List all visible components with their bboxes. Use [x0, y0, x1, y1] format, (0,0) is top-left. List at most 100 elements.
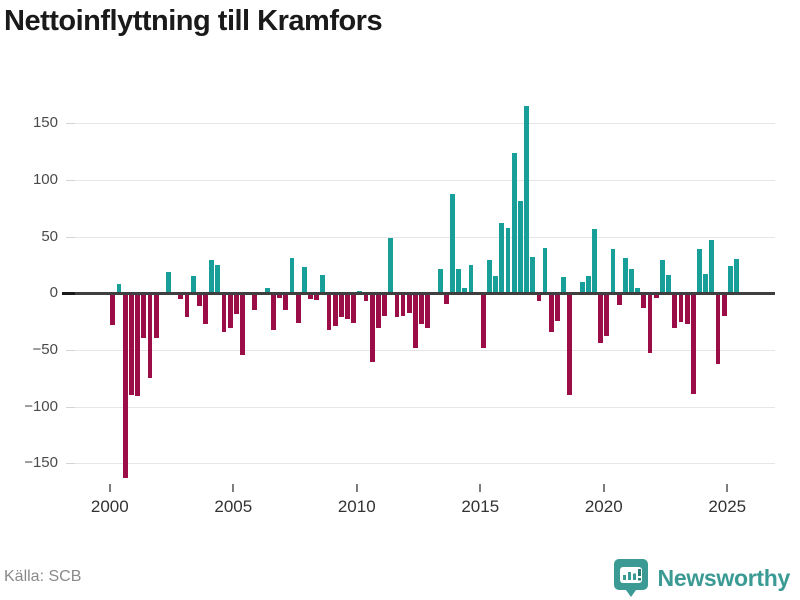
y-axis-label: 50 [41, 227, 58, 245]
bar-2000-q62 [493, 276, 499, 294]
x-axis-tick [108, 484, 111, 492]
bar-2000-q54 [443, 293, 449, 304]
gridline [75, 349, 775, 351]
bar-2000-q28 [283, 293, 289, 311]
bar-2000-q25 [264, 287, 270, 294]
bar-2000-q38 [345, 293, 350, 320]
newsworthy-logo[interactable]: Newsworthy [613, 558, 790, 598]
bar-2000-q81 [610, 249, 616, 294]
bar-2000-q20 [233, 293, 239, 314]
bar-2000-q43 [375, 293, 381, 329]
bar-2000-q17 [215, 264, 221, 294]
bar-2000-q90 [666, 275, 671, 294]
bar-2000-q95 [697, 249, 702, 294]
bar-2000-q96 [703, 274, 709, 294]
bar-2000-q60 [480, 293, 486, 348]
bar-2000-q80 [604, 293, 610, 337]
bar-2000-q7 [153, 293, 159, 338]
bar-2000-q13 [190, 276, 196, 294]
bar-2000-q33 [314, 293, 320, 301]
bar-2000-q47 [400, 293, 406, 316]
y-axis-tick [66, 179, 75, 181]
bar-2000-q71 [548, 293, 554, 332]
bar-2000-q0 [110, 293, 116, 326]
bar-2000-q23 [252, 293, 258, 311]
x-axis-label: 2010 [337, 497, 376, 516]
bar-2000-q42 [369, 293, 375, 363]
bar-2000-q55 [450, 193, 455, 294]
y-axis-tick [66, 406, 75, 408]
bar-2000-q5 [141, 293, 147, 338]
bar-2000-q56 [456, 269, 462, 294]
x-axis-tick [602, 484, 605, 492]
bar-2000-q37 [338, 293, 344, 318]
bar-2000-q61 [487, 260, 492, 294]
bar-2000-q83 [622, 258, 628, 294]
y-axis-tick [66, 123, 75, 125]
y-axis-label: −150 [24, 454, 58, 472]
bar-2000-q21 [240, 293, 245, 355]
bar-2000-q99 [721, 293, 727, 316]
bar-2000-q45 [388, 237, 394, 294]
y-axis-label: −50 [32, 340, 58, 358]
bar-2000-q36 [332, 293, 338, 327]
bar-2000-q44 [382, 293, 387, 316]
bar-2000-q34 [320, 275, 326, 294]
gridline [75, 463, 775, 465]
bar-2000-q48 [406, 293, 412, 313]
bar-2000-q84 [629, 269, 634, 294]
newsworthy-pin-icon [613, 558, 649, 598]
gridline [75, 179, 775, 181]
bar-2000-q88 [653, 293, 659, 298]
chart-title: Nettoinflyttning till Kramfors [4, 5, 383, 37]
bar-2000-q51 [425, 293, 431, 329]
bar-2000-q29 [289, 258, 295, 294]
y-axis-label: 100 [32, 170, 58, 188]
y-axis-tick [66, 463, 75, 465]
x-axis-label: 2005 [214, 497, 253, 516]
bar-2000-q72 [555, 293, 560, 321]
bar-2000-q14 [196, 293, 202, 306]
bar-2000-q26 [271, 293, 276, 330]
bar-2000-q65 [511, 152, 517, 294]
x-axis-tick [355, 484, 358, 492]
bar-2000-q97 [709, 240, 715, 294]
bar-2000-q67 [524, 106, 529, 294]
y-axis-tick [62, 291, 75, 295]
bar-2000-q39 [351, 293, 357, 323]
bar-2000-q1 [116, 284, 122, 294]
y-axis-tick [66, 236, 75, 238]
bar-2000-q46 [394, 293, 400, 318]
bar-2000-q9 [166, 271, 171, 294]
bar-2000-q11 [178, 293, 184, 299]
bar-2000-q30 [295, 293, 301, 323]
bar-2000-q68 [530, 257, 536, 294]
bar-2000-q53 [437, 269, 443, 294]
y-axis-label: 0 [49, 284, 58, 302]
bar-2000-q19 [227, 293, 233, 329]
bar-2000-q12 [184, 293, 190, 318]
bar-2000-q2 [122, 293, 128, 479]
bar-2000-q89 [660, 260, 665, 294]
zero-line [75, 291, 775, 295]
bar-2000-q85 [635, 287, 641, 294]
bar-2000-q74 [567, 293, 573, 396]
bar-2000-q64 [505, 227, 511, 294]
bar-2000-q27 [277, 293, 282, 298]
bar-2000-q93 [684, 293, 690, 324]
bar-2000-q77 [585, 276, 591, 294]
gridline [75, 236, 775, 238]
gridline [75, 123, 775, 125]
bar-2000-q63 [499, 222, 505, 294]
gridline [75, 406, 775, 408]
bar-2000-q91 [672, 293, 678, 329]
source-note: Källa: SCB [4, 568, 82, 585]
bar-2000-q70 [542, 247, 548, 294]
x-axis-label: 2025 [708, 497, 747, 516]
x-axis-tick [232, 484, 235, 492]
bar-2000-q79 [598, 293, 604, 344]
bar-2000-q87 [647, 293, 653, 354]
bar-2000-q66 [517, 201, 523, 294]
